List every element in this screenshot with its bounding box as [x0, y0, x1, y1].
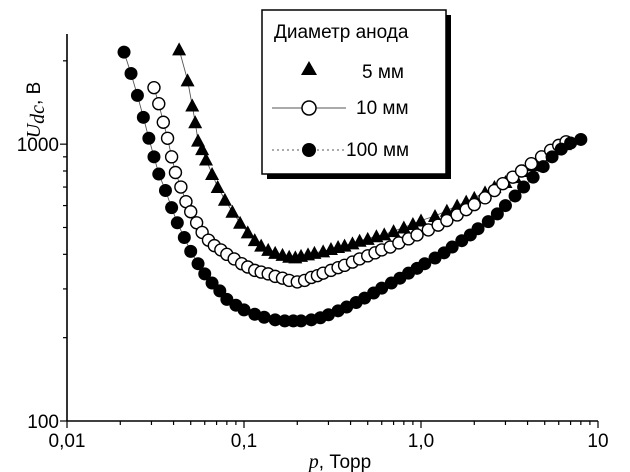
data-point-filled-circle: [268, 313, 282, 327]
data-point-triangle: [217, 192, 232, 206]
data-point-open-circle: [478, 191, 492, 205]
data-point-filled-circle: [481, 215, 495, 229]
data-point-filled-circle: [130, 88, 144, 102]
legend-marker-filled-circle: [302, 143, 316, 157]
y-axis-symbol: U: [23, 122, 45, 138]
data-point-open-circle: [152, 97, 166, 111]
data-point-open-circle: [440, 213, 454, 228]
data-point-filled-circle: [498, 199, 512, 213]
data-point-open-circle: [156, 115, 171, 129]
data-point-triangle: [414, 213, 428, 227]
data-point-filled-circle: [445, 240, 459, 254]
data-point-triangle: [195, 142, 210, 156]
data-point-filled-circle: [177, 231, 191, 245]
data-point-filled-circle: [564, 136, 578, 150]
legend-marker-triangle: [301, 61, 317, 75]
data-point-open-circle: [184, 205, 198, 219]
data-points: [117, 42, 588, 328]
data-point-filled-circle: [471, 222, 485, 236]
legend-box: [261, 9, 447, 175]
data-point-open-circle: [524, 157, 539, 171]
data-point-filled-circle: [554, 142, 568, 156]
x-tick-label: 0,01: [49, 431, 86, 452]
data-point-open-circle: [164, 150, 179, 164]
data-point-filled-circle: [257, 310, 271, 324]
data-point-filled-circle: [418, 257, 432, 271]
y-axis-label: Udc, В: [23, 82, 49, 139]
data-point-triangle: [386, 224, 401, 238]
data-point-open-circle: [496, 176, 510, 191]
data-point-triangle: [396, 220, 411, 234]
data-point-filled-circle: [517, 180, 531, 194]
y-tick-label: 100: [27, 412, 59, 433]
data-point-filled-circle: [294, 314, 308, 328]
data-point-open-circle: [410, 228, 424, 242]
data-point-triangle: [240, 225, 255, 239]
data-point-filled-circle: [508, 189, 522, 203]
y-axis-subscript: dc: [27, 105, 49, 124]
data-point-open-circle: [174, 180, 188, 194]
x-axis-unit: , Торр: [319, 452, 371, 472]
tick-labels: 0,01 0,1 1,0 10 100 1000: [17, 135, 609, 452]
data-point-open-circle: [168, 165, 183, 180]
data-point-filled-circle: [545, 150, 559, 164]
data-point-open-circle: [467, 197, 481, 212]
data-point-triangle: [233, 215, 248, 229]
data-point-filled-circle: [490, 207, 504, 221]
data-point-filled-circle: [165, 201, 179, 215]
legend: Диаметр анода 5 мм 10 мм 100 мм: [261, 9, 451, 179]
data-point-triangle: [172, 42, 187, 56]
data-point-triangle: [185, 98, 200, 112]
data-point-filled-circle: [198, 267, 212, 281]
data-point-filled-circle: [158, 184, 172, 198]
data-point-filled-circle: [136, 110, 150, 124]
x-axis-label: p, Торр: [307, 451, 371, 472]
axes: [60, 34, 599, 428]
data-point-filled-circle: [117, 45, 131, 59]
data-point-filled-circle: [170, 216, 184, 230]
legend-title: Диаметр анода: [274, 22, 409, 43]
x-tick-label: 10: [587, 431, 608, 452]
data-point-open-circle: [514, 164, 529, 178]
data-point-open-circle: [147, 80, 161, 95]
data-point-open-circle: [160, 131, 175, 145]
x-tick-label: 1,0: [408, 431, 434, 452]
data-point-triangle: [439, 203, 454, 217]
x-tick-label: 0,1: [231, 431, 257, 452]
data-point-triangle: [405, 216, 420, 230]
data-point-triangle: [199, 152, 214, 166]
data-point-filled-circle: [152, 167, 166, 181]
data-point-triangle: [180, 73, 195, 87]
data-point-triangle: [377, 227, 392, 241]
data-point-filled-circle: [147, 150, 161, 164]
data-point-filled-circle: [191, 257, 205, 271]
data-point-filled-circle: [184, 244, 198, 258]
data-point-filled-circle: [375, 281, 389, 295]
data-point-triangle: [205, 167, 220, 181]
data-point-filled-circle: [526, 170, 540, 184]
data-point-filled-circle: [142, 131, 156, 145]
data-point-triangle: [225, 204, 240, 218]
x-axis-symbol: p: [307, 451, 319, 472]
data-point-triangle: [247, 233, 262, 247]
legend-label-100mm: 100 мм: [346, 140, 409, 161]
legend-marker-open-circle: [301, 100, 317, 116]
y-axis-unit: , В: [24, 82, 45, 105]
data-point-filled-circle: [124, 66, 138, 80]
y-tick-label: 1000: [17, 135, 59, 156]
data-point-triangle: [188, 115, 203, 129]
data-point-triangle: [254, 238, 269, 252]
data-point-triangle: [210, 180, 225, 194]
data-point-filled-circle: [536, 160, 550, 174]
legend-label-10mm: 10 мм: [356, 98, 409, 119]
data-point-filled-circle: [574, 132, 588, 146]
legend-label-5mm: 5 мм: [362, 62, 404, 83]
data-point-filled-circle: [237, 303, 251, 317]
